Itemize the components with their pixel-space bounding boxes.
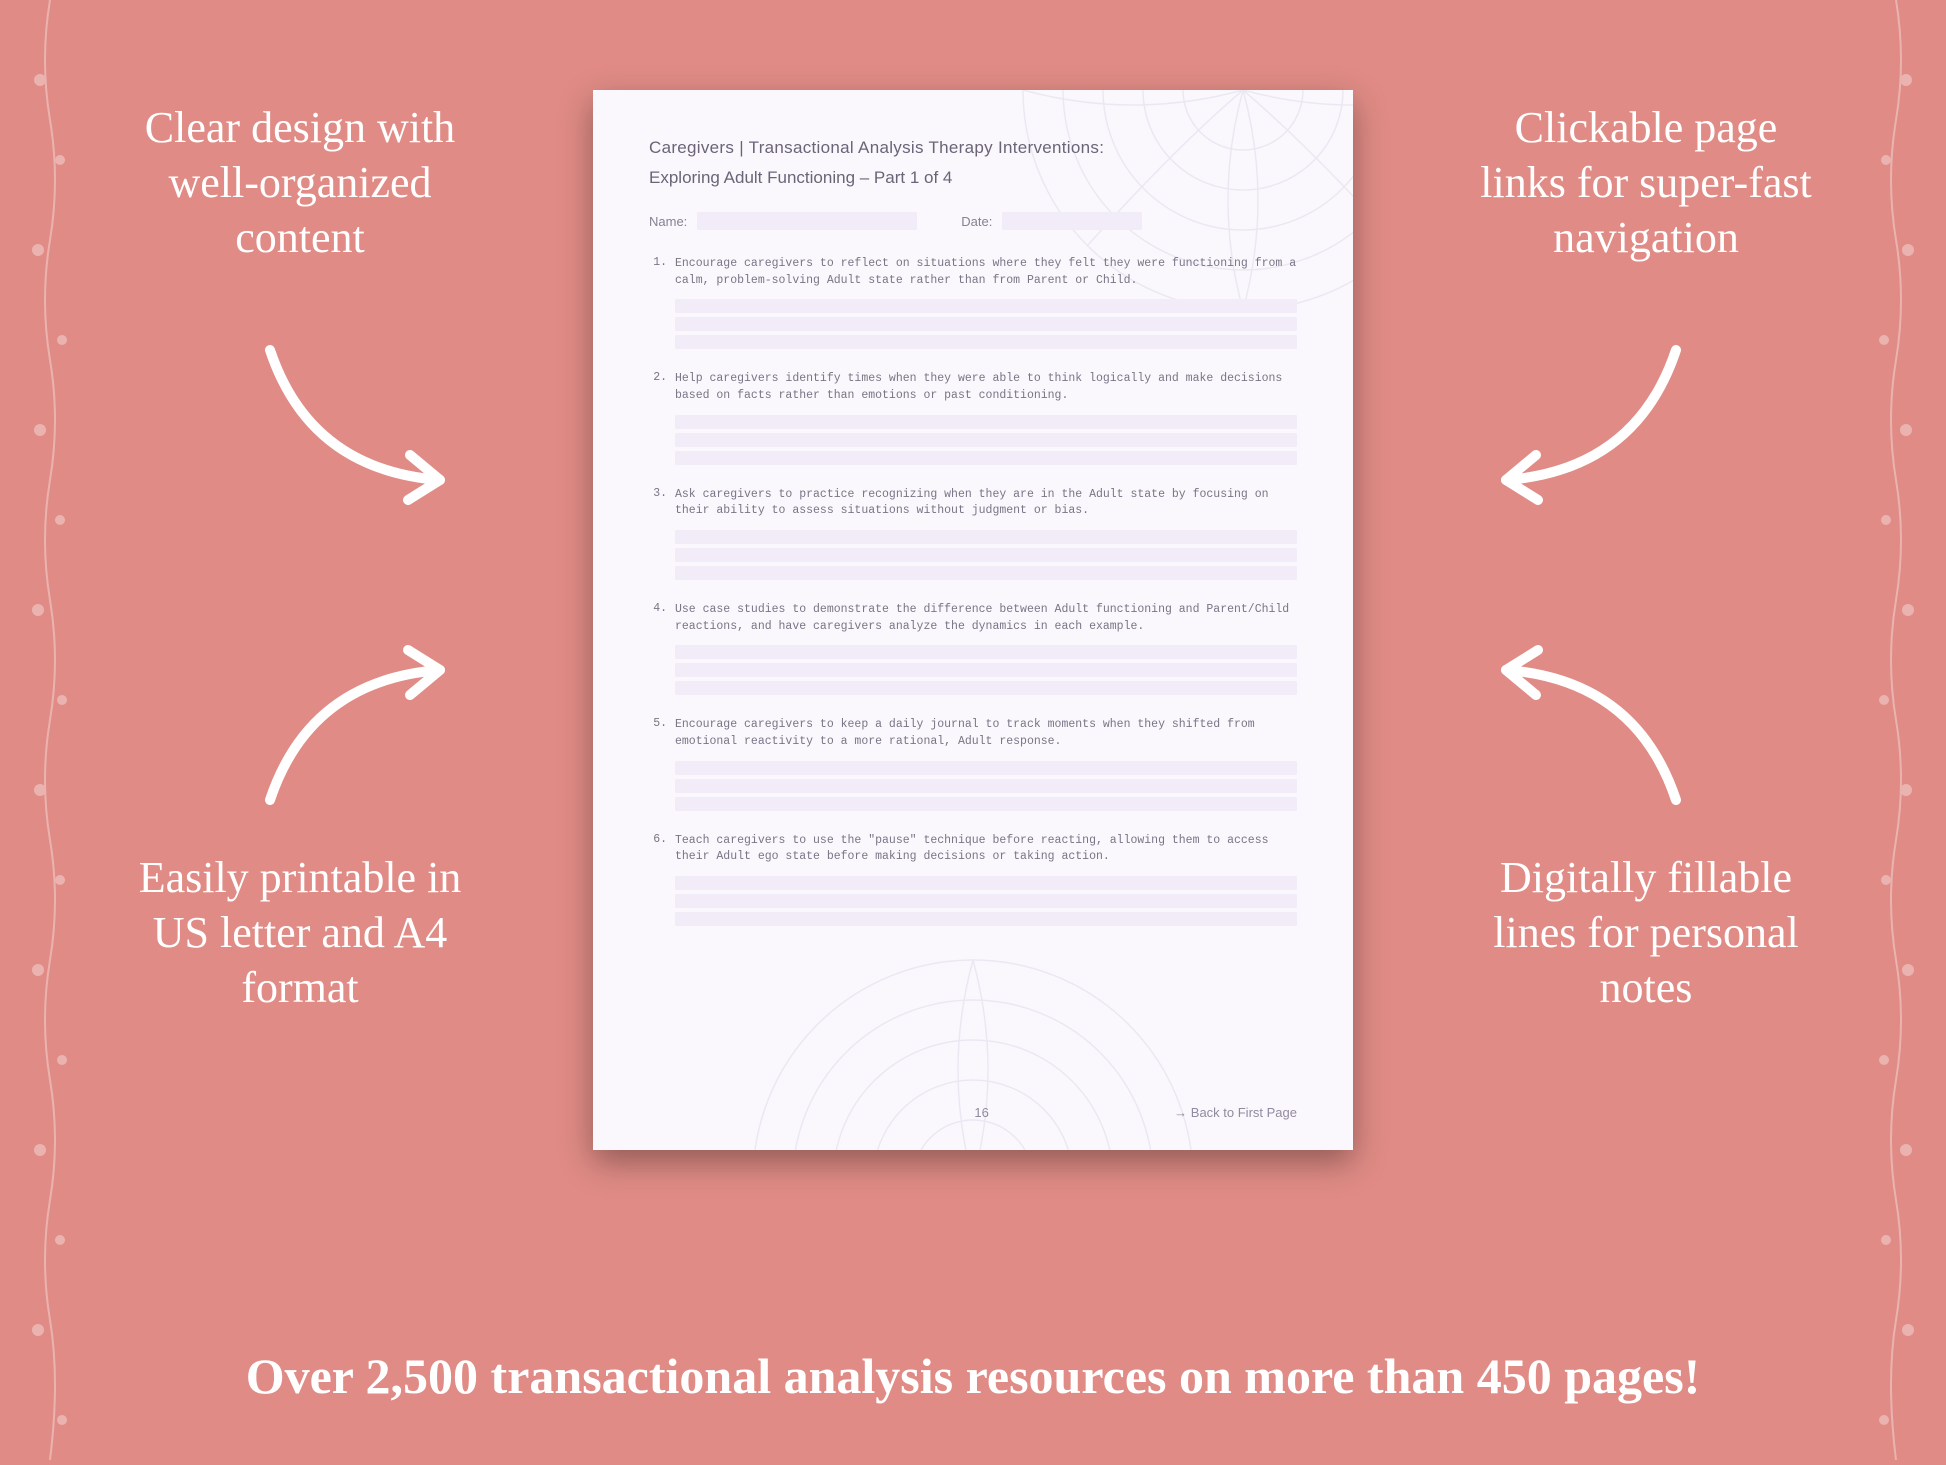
item-number: 1. (649, 256, 667, 289)
date-label: Date: (961, 214, 992, 229)
fill-line[interactable] (675, 779, 1297, 793)
arrow-bot-right-icon (1476, 640, 1696, 825)
fill-line[interactable] (675, 530, 1297, 544)
floral-border-right (1856, 0, 1936, 1460)
date-field[interactable] (1002, 212, 1142, 230)
bottom-banner: Over 2,500 transactional analysis resour… (0, 1347, 1946, 1405)
item-text: Use case studies to demonstrate the diff… (675, 602, 1297, 635)
floral-border-left (10, 0, 90, 1460)
back-to-first-link[interactable]: → Back to First Page (1174, 1105, 1297, 1120)
item-number: 3. (649, 487, 667, 520)
page-title: Caregivers | Transactional Analysis Ther… (649, 138, 1297, 158)
fill-line[interactable] (675, 566, 1297, 580)
item-text: Help caregivers identify times when they… (675, 371, 1297, 404)
arrow-top-left-icon (250, 330, 470, 515)
list-item: 6. Teach caregivers to use the "pause" t… (649, 833, 1297, 926)
list-item: 2. Help caregivers identify times when t… (649, 371, 1297, 464)
fill-line[interactable] (675, 645, 1297, 659)
page-number: 16 (974, 1105, 988, 1120)
item-text: Encourage caregivers to keep a daily jou… (675, 717, 1297, 750)
page-footer: 16 → Back to First Page (649, 1105, 1297, 1120)
list-item: 5. Encourage caregivers to keep a daily … (649, 717, 1297, 810)
fill-line[interactable] (675, 433, 1297, 447)
mandala-watermark-bottom (743, 950, 1203, 1150)
worksheet-page: Caregivers | Transactional Analysis Ther… (593, 90, 1353, 1150)
fill-line[interactable] (675, 548, 1297, 562)
fill-line[interactable] (675, 663, 1297, 677)
arrow-top-right-icon (1476, 330, 1696, 515)
arrow-bot-left-icon (250, 640, 470, 825)
fill-line[interactable] (675, 317, 1297, 331)
fill-line[interactable] (675, 299, 1297, 313)
callout-bot-right: Digitally fillable lines for personal no… (1476, 850, 1816, 1015)
name-label: Name: (649, 214, 687, 229)
fill-line[interactable] (675, 912, 1297, 926)
fill-line[interactable] (675, 894, 1297, 908)
fill-line[interactable] (675, 415, 1297, 429)
callout-top-right: Clickable page links for super-fast navi… (1476, 100, 1816, 265)
callout-top-left: Clear design with well-organized content (130, 100, 470, 265)
item-text: Ask caregivers to practice recognizing w… (675, 487, 1297, 520)
callout-bot-left: Easily printable in US letter and A4 for… (130, 850, 470, 1015)
item-number: 5. (649, 717, 667, 750)
list-item: 3. Ask caregivers to practice recognizin… (649, 487, 1297, 580)
fill-line[interactable] (675, 876, 1297, 890)
footer-spacer (649, 1105, 789, 1120)
fill-line[interactable] (675, 681, 1297, 695)
item-number: 4. (649, 602, 667, 635)
page-subtitle: Exploring Adult Functioning – Part 1 of … (649, 168, 1297, 188)
fill-line[interactable] (675, 451, 1297, 465)
item-number: 6. (649, 833, 667, 866)
list-item: 4. Use case studies to demonstrate the d… (649, 602, 1297, 695)
item-number: 2. (649, 371, 667, 404)
name-field[interactable] (697, 212, 917, 230)
fill-line[interactable] (675, 797, 1297, 811)
fill-line[interactable] (675, 335, 1297, 349)
fill-line[interactable] (675, 761, 1297, 775)
name-date-row: Name: Date: (649, 212, 1297, 230)
item-text: Encourage caregivers to reflect on situa… (675, 256, 1297, 289)
item-text: Teach caregivers to use the "pause" tech… (675, 833, 1297, 866)
list-item: 1. Encourage caregivers to reflect on si… (649, 256, 1297, 349)
question-list: 1. Encourage caregivers to reflect on si… (649, 256, 1297, 926)
